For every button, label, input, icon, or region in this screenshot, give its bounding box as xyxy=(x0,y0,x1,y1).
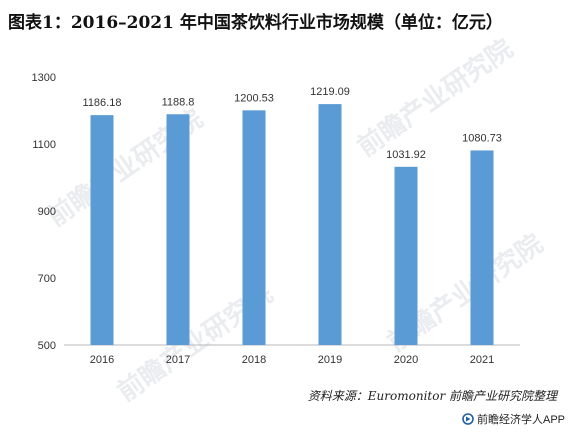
data-label: 1200.53 xyxy=(234,92,274,104)
x-tick-label: 2020 xyxy=(394,354,418,366)
x-tick-label: 2021 xyxy=(470,354,494,366)
bar-2021 xyxy=(470,150,494,345)
axes: 500 700 900 1100 1300 2016 2017 2018 2019 2020 202… xyxy=(32,72,520,366)
bar-2018 xyxy=(242,110,266,345)
data-labels: 1186.18 1188.8 1200.53 1219.09 1031.92 1080.7… xyxy=(83,86,502,161)
y-tick-label: 900 xyxy=(38,206,56,218)
bar-2016 xyxy=(90,115,114,345)
bar-2019 xyxy=(318,104,342,345)
brand-footer: 前瞻经济学人APP xyxy=(462,411,565,427)
chart-title: 图表1：2016–2021 年中国茶饮料行业市场规模（单位：亿元） xyxy=(8,13,503,33)
y-tick-label: 1100 xyxy=(32,139,56,151)
x-tick-label: 2017 xyxy=(166,354,190,366)
y-tick-label: 700 xyxy=(38,273,56,285)
x-tick-label: 2018 xyxy=(242,354,266,366)
bar-2020 xyxy=(394,166,418,345)
data-label: 1080.73 xyxy=(462,132,502,144)
data-label: 1219.09 xyxy=(310,86,350,98)
data-label: 1186.18 xyxy=(83,97,122,109)
y-tick-label: 500 xyxy=(38,340,56,352)
x-tick-label: 2019 xyxy=(318,354,342,366)
brand-logo-icon xyxy=(462,413,474,425)
data-label: 1031.92 xyxy=(386,149,426,161)
data-label: 1188.8 xyxy=(162,96,195,108)
bar-2017 xyxy=(166,114,190,345)
brand-name: 前瞻经济学人APP xyxy=(476,414,565,426)
bars xyxy=(90,104,494,345)
y-tick-label: 1300 xyxy=(32,72,56,84)
source-note: 资料来源：Euromonitor 前瞻产业研究院整理 xyxy=(307,389,557,403)
x-tick-label: 2016 xyxy=(90,354,114,366)
